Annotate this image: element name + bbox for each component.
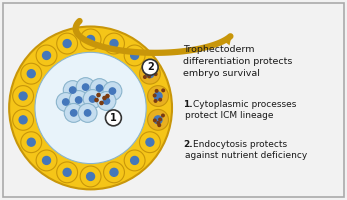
Circle shape <box>139 63 160 84</box>
Circle shape <box>62 99 69 105</box>
Circle shape <box>159 98 161 101</box>
Circle shape <box>27 138 35 146</box>
Circle shape <box>19 92 27 100</box>
Circle shape <box>83 90 102 108</box>
Circle shape <box>19 116 27 124</box>
Circle shape <box>158 124 161 126</box>
Circle shape <box>103 98 110 104</box>
Circle shape <box>144 76 146 78</box>
Circle shape <box>87 172 94 180</box>
Circle shape <box>147 86 169 106</box>
Circle shape <box>104 33 125 54</box>
Circle shape <box>70 110 77 116</box>
Circle shape <box>162 89 164 92</box>
Circle shape <box>124 45 145 66</box>
Circle shape <box>139 132 160 153</box>
Circle shape <box>63 81 82 100</box>
Circle shape <box>9 27 172 189</box>
Circle shape <box>154 92 162 100</box>
Circle shape <box>109 88 116 94</box>
Circle shape <box>36 150 57 171</box>
Text: embryo survival: embryo survival <box>183 69 260 78</box>
Circle shape <box>56 93 75 111</box>
Circle shape <box>90 96 96 102</box>
Circle shape <box>84 110 91 116</box>
Circle shape <box>146 70 154 78</box>
Text: protect ICM lineage: protect ICM lineage <box>185 111 273 120</box>
Circle shape <box>106 94 109 98</box>
Circle shape <box>13 86 34 106</box>
Circle shape <box>157 122 160 124</box>
Circle shape <box>142 59 158 75</box>
Circle shape <box>149 67 151 70</box>
Circle shape <box>153 94 156 97</box>
Circle shape <box>97 93 100 97</box>
Circle shape <box>63 40 71 48</box>
Circle shape <box>103 82 122 100</box>
Circle shape <box>148 75 151 78</box>
FancyBboxPatch shape <box>3 3 344 197</box>
Circle shape <box>64 103 83 122</box>
Circle shape <box>80 29 101 50</box>
Circle shape <box>146 72 149 75</box>
Circle shape <box>95 98 98 102</box>
Circle shape <box>90 79 109 98</box>
Circle shape <box>154 119 156 122</box>
Circle shape <box>103 96 106 100</box>
Circle shape <box>83 84 89 90</box>
Text: 2.: 2. <box>183 140 193 149</box>
Circle shape <box>78 103 97 122</box>
Circle shape <box>21 63 42 84</box>
Circle shape <box>105 110 121 126</box>
Text: Cytoplasmic processes: Cytoplasmic processes <box>193 100 296 109</box>
Text: Endocytosis protects: Endocytosis protects <box>193 140 287 149</box>
Circle shape <box>96 85 103 91</box>
Circle shape <box>69 91 88 109</box>
Text: differentiation protects: differentiation protects <box>183 57 292 66</box>
Circle shape <box>97 92 116 110</box>
Circle shape <box>76 97 82 103</box>
Circle shape <box>124 150 145 171</box>
Circle shape <box>147 109 169 130</box>
Circle shape <box>35 52 146 164</box>
Circle shape <box>87 35 94 43</box>
Circle shape <box>131 51 138 59</box>
Circle shape <box>131 156 138 164</box>
Circle shape <box>80 166 101 187</box>
Circle shape <box>159 118 161 121</box>
Circle shape <box>27 70 35 78</box>
Circle shape <box>100 101 103 105</box>
Circle shape <box>57 33 78 54</box>
Circle shape <box>146 138 154 146</box>
Text: Trophectoderm: Trophectoderm <box>183 45 254 54</box>
Circle shape <box>104 162 125 183</box>
Circle shape <box>36 45 57 66</box>
Text: 1: 1 <box>110 113 117 123</box>
Text: 2: 2 <box>147 62 153 72</box>
Circle shape <box>13 109 34 130</box>
Circle shape <box>76 78 95 97</box>
Circle shape <box>63 168 71 176</box>
Text: against nutrient deficiency: against nutrient deficiency <box>185 151 307 160</box>
Circle shape <box>154 100 157 102</box>
Circle shape <box>43 51 51 59</box>
Circle shape <box>21 132 42 153</box>
Circle shape <box>162 114 164 117</box>
Circle shape <box>110 40 118 48</box>
Circle shape <box>57 162 78 183</box>
Circle shape <box>43 156 51 164</box>
Text: 1.: 1. <box>183 100 193 109</box>
Circle shape <box>154 73 157 75</box>
Circle shape <box>155 90 158 92</box>
Circle shape <box>69 87 76 93</box>
Circle shape <box>154 116 162 124</box>
Circle shape <box>110 168 118 176</box>
